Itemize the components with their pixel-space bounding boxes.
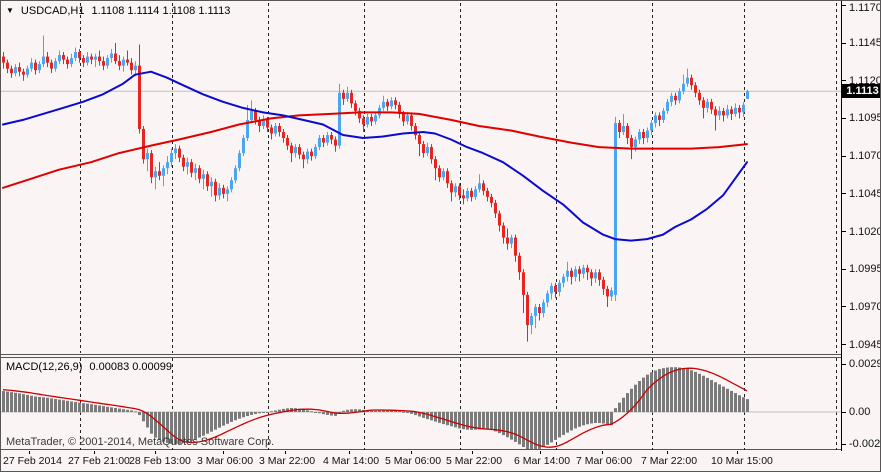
copyright-text: MetaTrader, © 2001-2014, MetaQuotes Soft… bbox=[6, 436, 275, 448]
macd-axis-tick bbox=[842, 411, 846, 413]
macd-indicator-canvas[interactable] bbox=[1, 358, 841, 450]
time-axis-label: 27 Feb 2014 bbox=[3, 455, 62, 467]
price-chart-canvas[interactable] bbox=[1, 1, 841, 354]
price-axis-label: 1.1170 bbox=[849, 2, 881, 14]
price-axis-label: 1.0995 bbox=[849, 263, 881, 276]
price-axis-tick bbox=[842, 42, 846, 44]
symbol-dropdown-icon[interactable]: ▼ bbox=[6, 6, 14, 15]
price-axis-label: 1.1145 bbox=[849, 37, 881, 49]
price-axis-tick bbox=[842, 117, 846, 119]
macd-label: MACD(12,26,9) 0.00083 0.00099 bbox=[6, 361, 172, 373]
price-axis-label: 1.1095 bbox=[849, 112, 881, 125]
symbol-timeframe-label: USDCAD,H1 bbox=[20, 5, 85, 17]
time-axis-tick bbox=[602, 451, 603, 454]
macd-current-values: 0.00083 0.00099 bbox=[89, 361, 173, 373]
price-axis-tick bbox=[842, 306, 846, 308]
pane-separator[interactable] bbox=[1, 354, 841, 358]
time-axis-tick bbox=[737, 451, 738, 454]
time-axis[interactable]: 27 Feb 2014 27 Feb 21:00 28 Feb 13:00 3 Mar… bbox=[1, 451, 880, 471]
time-axis-label: 4 Mar 14:00 bbox=[323, 455, 380, 467]
time-axis-label: 10 Mar 15:00 bbox=[711, 455, 773, 467]
macd-indicator-name: MACD(12,26,9) bbox=[6, 361, 83, 373]
time-axis-label: 3 Mar 22:00 bbox=[259, 455, 316, 467]
macd-axis-tick bbox=[842, 363, 846, 365]
time-axis-tick bbox=[472, 451, 473, 454]
time-axis-label: 5 Mar 06:00 bbox=[385, 455, 442, 467]
time-axis-tick bbox=[155, 451, 156, 454]
time-axis-tick bbox=[285, 451, 286, 454]
time-axis-tick bbox=[29, 451, 30, 454]
time-axis-label: 6 Mar 14:00 bbox=[514, 455, 571, 467]
time-axis-tick bbox=[540, 451, 541, 454]
chart-title: ▼ USDCAD,H1 1.1108 1.1114 1.1108 1.1113 bbox=[6, 5, 230, 17]
price-axis-label: 1.1045 bbox=[849, 187, 881, 200]
current-price-tag: 1.1113 bbox=[842, 84, 880, 99]
macd-axis-label: 0.00 bbox=[849, 406, 871, 418]
price-axis-tick bbox=[842, 344, 846, 346]
time-axis-tick bbox=[223, 451, 224, 454]
price-axis-label: 1.0945 bbox=[849, 338, 881, 351]
time-axis-tick bbox=[94, 451, 95, 454]
price-axis[interactable]: 1.1170 1.1145 1.1120 1.1095 1.1070 1.1045 1.10… bbox=[841, 1, 881, 451]
time-axis-label: 27 Feb 21:00 bbox=[68, 455, 130, 467]
price-axis-label: 1.1120 bbox=[849, 74, 881, 87]
time-axis-tick bbox=[349, 451, 350, 454]
price-axis-label: 1.1070 bbox=[849, 150, 881, 163]
macd-axis-label: 0.00294 bbox=[849, 358, 880, 370]
time-axis-label: 28 Feb 13:00 bbox=[129, 455, 191, 467]
price-axis-tick bbox=[842, 80, 846, 82]
price-axis-label: 1.0970 bbox=[849, 300, 881, 313]
price-axis-tick bbox=[842, 268, 846, 270]
macd-axis-tick bbox=[842, 443, 846, 445]
price-axis-tick bbox=[842, 155, 846, 157]
time-axis-label: 5 Mar 22:00 bbox=[446, 455, 503, 467]
macd-axis-label: -0.00236 bbox=[849, 438, 881, 450]
time-axis-tick bbox=[667, 451, 668, 454]
time-axis-label: 7 Mar 06:00 bbox=[576, 455, 633, 467]
time-axis-label: 3 Mar 06:00 bbox=[197, 455, 254, 467]
time-axis-tick bbox=[411, 451, 412, 454]
ohlc-values: 1.1108 1.1114 1.1108 1.1113 bbox=[91, 5, 231, 17]
price-axis-tick bbox=[842, 193, 846, 195]
price-axis-tick bbox=[842, 231, 846, 233]
price-axis-label: 1.1020 bbox=[849, 225, 881, 238]
time-axis-label: 7 Mar 22:00 bbox=[641, 455, 698, 467]
price-axis-tick bbox=[842, 4, 846, 6]
